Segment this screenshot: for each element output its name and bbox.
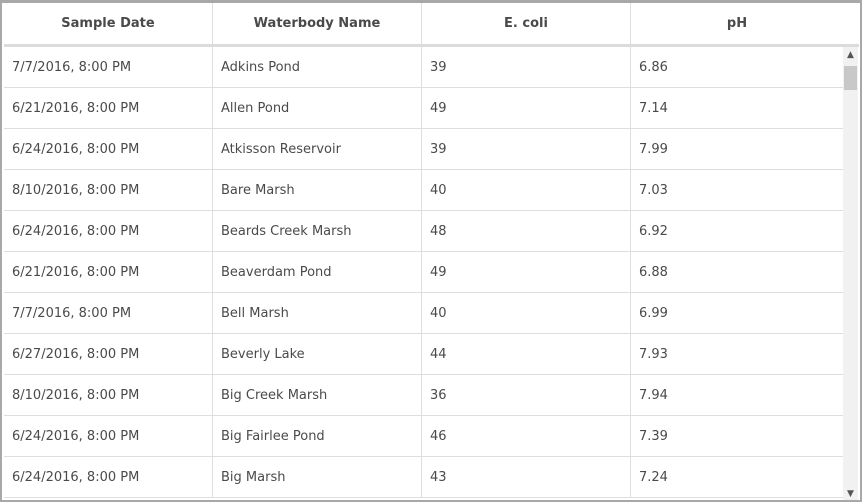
chevron-down-icon[interactable]: ▼ (847, 489, 854, 499)
cell-e-coli: 48 (422, 211, 631, 251)
column-header-ph[interactable]: pH (726, 16, 748, 31)
cell-ph: 7.99 (639, 141, 668, 157)
cell-e-coli: 46 (422, 416, 631, 456)
table-header: Sample Date Waterbody Name E. coli pH (4, 3, 859, 47)
cell-sample-date: 6/21/2016, 8:00 PM (4, 252, 213, 292)
table-row[interactable]: 6/24/2016, 8:00 PM Big Fairlee Pond 46 7.39 (4, 416, 843, 457)
cell-sample-date: 8/10/2016, 8:00 PM (4, 170, 213, 210)
table-row[interactable]: 6/24/2016, 8:00 PM Big Marsh 43 7.24 (4, 457, 843, 498)
cell-ph: 7.14 (639, 100, 668, 116)
table-row[interactable]: 6/21/2016, 8:00 PM Allen Pond 49 7.14 (4, 88, 843, 129)
cell-ph: 7.94 (639, 387, 668, 403)
vertical-scrollbar[interactable]: ▲ ▼ (843, 47, 858, 500)
cell-waterbody-name: Beaverdam Pond (213, 252, 422, 292)
cell-ph: 7.24 (639, 469, 668, 485)
table-row[interactable]: 6/27/2016, 8:00 PM Beverly Lake 44 7.93 (4, 334, 843, 375)
cell-e-coli: 49 (422, 88, 631, 128)
cell-waterbody-name: Big Marsh (213, 457, 422, 497)
table-row[interactable]: 8/10/2016, 8:00 PM Big Creek Marsh 36 7.94 (4, 375, 843, 416)
cell-sample-date: 6/24/2016, 8:00 PM (4, 416, 213, 456)
cell-sample-date: 6/24/2016, 8:00 PM (4, 457, 213, 497)
column-header-waterbody-name[interactable]: Waterbody Name (213, 3, 422, 44)
cell-waterbody-name: Beverly Lake (213, 334, 422, 374)
cell-waterbody-name: Big Creek Marsh (213, 375, 422, 415)
cell-e-coli: 39 (422, 129, 631, 169)
table-row[interactable]: 6/24/2016, 8:00 PM Atkisson Reservoir 39 7.… (4, 129, 843, 170)
cell-waterbody-name: Atkisson Reservoir (213, 129, 422, 169)
cell-sample-date: 6/24/2016, 8:00 PM (4, 211, 213, 251)
cell-e-coli: 36 (422, 375, 631, 415)
cell-ph: 7.39 (639, 428, 668, 444)
cell-waterbody-name: Bell Marsh (213, 293, 422, 333)
table-row[interactable]: 6/21/2016, 8:00 PM Beaverdam Pond 49 6.88 (4, 252, 843, 293)
table-row[interactable]: 6/24/2016, 8:00 PM Beards Creek Marsh 48 6.… (4, 211, 843, 252)
cell-e-coli: 40 (422, 293, 631, 333)
cell-waterbody-name: Bare Marsh (213, 170, 422, 210)
cell-e-coli: 49 (422, 252, 631, 292)
chevron-up-icon[interactable]: ▲ (847, 50, 854, 60)
cell-ph: 6.88 (639, 264, 668, 280)
cell-ph: 7.03 (639, 182, 668, 198)
cell-e-coli: 40 (422, 170, 631, 210)
table-row[interactable]: 7/7/2016, 8:00 PM Adkins Pond 39 6.86 (4, 47, 843, 88)
column-header-sample-date[interactable]: Sample Date (4, 3, 213, 44)
column-header-e-coli[interactable]: E. coli (422, 3, 631, 44)
table-row[interactable]: 7/7/2016, 8:00 PM Bell Marsh 40 6.99 (4, 293, 843, 334)
table-row[interactable]: 8/10/2016, 8:00 PM Bare Marsh 40 7.03 (4, 170, 843, 211)
cell-sample-date: 7/7/2016, 8:00 PM (4, 293, 213, 333)
cell-e-coli: 39 (422, 47, 631, 87)
cell-waterbody-name: Allen Pond (213, 88, 422, 128)
cell-sample-date: 7/7/2016, 8:00 PM (4, 47, 213, 87)
cell-ph: 6.99 (639, 305, 668, 321)
cell-sample-date: 6/27/2016, 8:00 PM (4, 334, 213, 374)
table-body: 7/7/2016, 8:00 PM Adkins Pond 39 6.86 6/21/2… (4, 47, 843, 500)
cell-e-coli: 44 (422, 334, 631, 374)
cell-waterbody-name: Adkins Pond (213, 47, 422, 87)
cell-e-coli: 43 (422, 457, 631, 497)
cell-sample-date: 6/24/2016, 8:00 PM (4, 129, 213, 169)
cell-ph: 7.93 (639, 346, 668, 362)
cell-waterbody-name: Big Fairlee Pond (213, 416, 422, 456)
cell-sample-date: 8/10/2016, 8:00 PM (4, 375, 213, 415)
cell-ph: 6.92 (639, 223, 668, 239)
scrollbar-thumb[interactable] (844, 66, 857, 90)
cell-ph: 6.86 (639, 59, 668, 75)
cell-waterbody-name: Beards Creek Marsh (213, 211, 422, 251)
cell-sample-date: 6/21/2016, 8:00 PM (4, 88, 213, 128)
